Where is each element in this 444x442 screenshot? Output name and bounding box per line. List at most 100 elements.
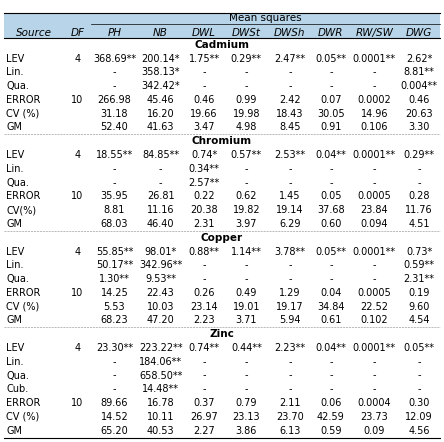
Text: Lin.: Lin. <box>6 357 24 367</box>
Text: 2.47**: 2.47** <box>274 53 305 64</box>
Text: 10.11: 10.11 <box>147 412 174 422</box>
Text: 14.25: 14.25 <box>101 288 128 298</box>
Text: 46.40: 46.40 <box>147 219 174 229</box>
Text: 2.31**: 2.31** <box>404 274 435 284</box>
Text: 0.44**: 0.44** <box>231 343 262 353</box>
Text: 22.52: 22.52 <box>360 301 388 312</box>
Text: -: - <box>245 67 248 77</box>
Text: ERROR: ERROR <box>6 95 40 105</box>
Text: ERROR: ERROR <box>6 288 40 298</box>
Text: -: - <box>329 370 333 381</box>
Text: -: - <box>245 370 248 381</box>
Text: 26.81: 26.81 <box>147 191 174 202</box>
Text: -: - <box>329 260 333 271</box>
Text: 0.49: 0.49 <box>236 288 257 298</box>
Text: 4: 4 <box>74 53 80 64</box>
Text: -: - <box>373 370 376 381</box>
Text: -: - <box>202 260 206 271</box>
Text: 0.0001**: 0.0001** <box>353 150 396 160</box>
Text: -: - <box>288 81 292 91</box>
Text: -: - <box>245 178 248 187</box>
Text: 3.97: 3.97 <box>236 219 257 229</box>
Text: 1.45: 1.45 <box>279 191 301 202</box>
Text: GM: GM <box>6 122 22 133</box>
Text: -: - <box>288 178 292 187</box>
Text: -: - <box>245 274 248 284</box>
Text: 19.66: 19.66 <box>190 109 218 119</box>
Text: 14.52: 14.52 <box>101 412 128 422</box>
Text: 0.0002: 0.0002 <box>357 95 391 105</box>
Text: 14.96: 14.96 <box>361 109 388 119</box>
Text: 0.73*: 0.73* <box>406 247 432 256</box>
Text: 1.30**: 1.30** <box>99 274 130 284</box>
Text: Copper: Copper <box>201 233 243 243</box>
Text: LEV: LEV <box>6 150 24 160</box>
Text: 3.78**: 3.78** <box>274 247 305 256</box>
Text: 0.29**: 0.29** <box>404 150 435 160</box>
Text: 0.102: 0.102 <box>361 316 388 325</box>
Text: 4.51: 4.51 <box>408 219 430 229</box>
Text: 0.19: 0.19 <box>408 288 430 298</box>
Text: DWSh: DWSh <box>274 28 305 38</box>
Text: 8.45: 8.45 <box>279 122 301 133</box>
Text: -: - <box>245 385 248 394</box>
Text: 184.06**: 184.06** <box>139 357 182 367</box>
Text: 42.59: 42.59 <box>317 412 345 422</box>
Text: ERROR: ERROR <box>6 191 40 202</box>
Text: 22.43: 22.43 <box>147 288 174 298</box>
Text: -: - <box>329 67 333 77</box>
Text: 0.05**: 0.05** <box>315 247 346 256</box>
Text: 0.88**: 0.88** <box>189 247 219 256</box>
Text: LEV: LEV <box>6 343 24 353</box>
Text: 14.48**: 14.48** <box>142 385 179 394</box>
Text: -: - <box>113 81 116 91</box>
Text: 0.59**: 0.59** <box>404 260 435 271</box>
Text: 0.74**: 0.74** <box>189 343 220 353</box>
Text: -: - <box>373 67 376 77</box>
Text: GM: GM <box>6 426 22 436</box>
Text: -: - <box>373 385 376 394</box>
Text: -: - <box>245 260 248 271</box>
Text: 0.05**: 0.05** <box>404 343 435 353</box>
Text: 3.71: 3.71 <box>236 316 257 325</box>
Text: Lin.: Lin. <box>6 67 24 77</box>
Text: 12.09: 12.09 <box>405 412 433 422</box>
Text: 37.68: 37.68 <box>317 205 345 215</box>
Text: 0.30: 0.30 <box>408 398 430 408</box>
Text: 98.01*: 98.01* <box>144 247 177 256</box>
Text: -: - <box>329 385 333 394</box>
Text: 1.14**: 1.14** <box>231 247 262 256</box>
Text: 34.84: 34.84 <box>317 301 345 312</box>
Text: 4.56: 4.56 <box>408 426 430 436</box>
Text: Chromium: Chromium <box>192 136 252 146</box>
Text: 0.05**: 0.05** <box>315 53 346 64</box>
Text: 47.20: 47.20 <box>147 316 174 325</box>
Text: 0.094: 0.094 <box>361 219 388 229</box>
Text: Source: Source <box>16 28 52 38</box>
Text: 4: 4 <box>74 247 80 256</box>
Text: -: - <box>329 357 333 367</box>
Text: 0.0005: 0.0005 <box>357 288 391 298</box>
Text: Lin.: Lin. <box>6 260 24 271</box>
Text: PH: PH <box>107 28 122 38</box>
Text: 6.29: 6.29 <box>279 219 301 229</box>
Text: 2.62*: 2.62* <box>406 53 432 64</box>
Text: DWSt: DWSt <box>232 28 261 38</box>
Text: 9.60: 9.60 <box>408 301 430 312</box>
Text: -: - <box>417 370 421 381</box>
Text: 0.04: 0.04 <box>320 288 341 298</box>
Text: DF: DF <box>71 28 84 38</box>
Text: 0.0001**: 0.0001** <box>353 53 396 64</box>
Text: -: - <box>373 274 376 284</box>
Text: 0.06: 0.06 <box>320 398 341 408</box>
Text: 26.97: 26.97 <box>190 412 218 422</box>
Text: 35.95: 35.95 <box>101 191 128 202</box>
Text: ERROR: ERROR <box>6 398 40 408</box>
Text: 19.82: 19.82 <box>233 205 260 215</box>
Text: Qua.: Qua. <box>6 81 29 91</box>
Text: 342.96**: 342.96** <box>139 260 182 271</box>
Text: 2.23**: 2.23** <box>274 343 305 353</box>
Text: -: - <box>417 178 421 187</box>
Text: 23.13: 23.13 <box>233 412 260 422</box>
Text: 200.14*: 200.14* <box>141 53 180 64</box>
